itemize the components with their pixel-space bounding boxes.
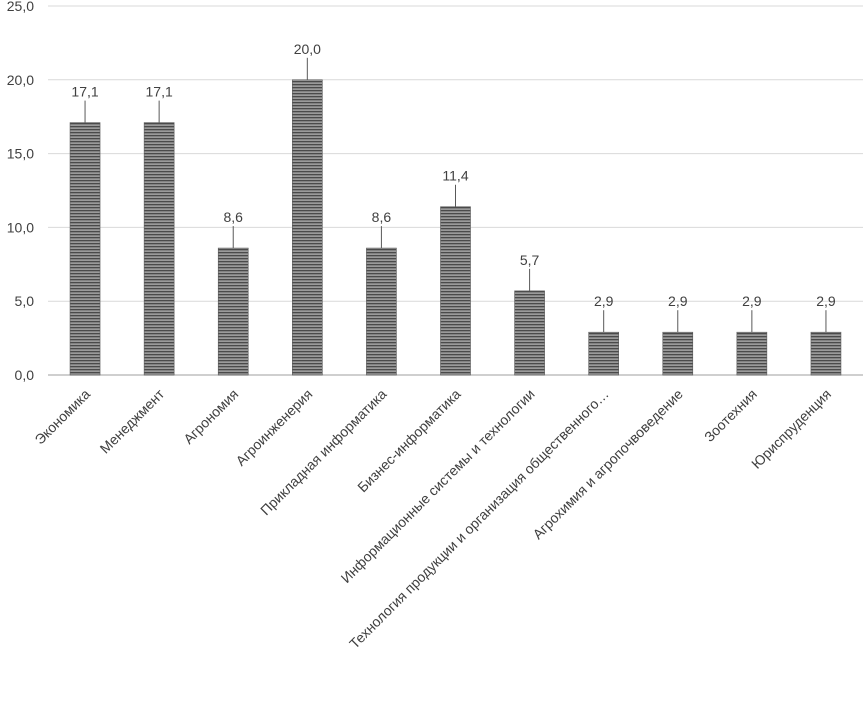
category-label: Юриспруденция	[748, 386, 834, 472]
data-labels: 17,1 17,1 8,6 20,0 8,6 11,4 5,7 2,9 2,9 2,9 2,9	[71, 41, 836, 333]
data-label: 17,1	[146, 84, 173, 100]
y-tick-label: 10,0	[7, 219, 34, 235]
category-label: Прикладная информатика	[257, 386, 390, 519]
bar	[588, 331, 619, 376]
bar	[143, 122, 175, 376]
bar	[662, 331, 694, 376]
data-label: 5,7	[520, 252, 540, 268]
x-axis-categories: Экономика Менеджмент АгрономияАгроинженери…	[31, 385, 834, 651]
y-tick-label: 25,0	[7, 0, 34, 14]
category-label: Технология продукции и организация общес…	[346, 386, 612, 652]
data-label: 20,0	[294, 41, 321, 57]
bar	[736, 331, 768, 376]
data-label: 8,6	[223, 209, 243, 225]
category-label: Экономика	[31, 386, 93, 448]
category-label: Менеджмент	[97, 385, 168, 456]
category-label: Агрохимия и агропочвоведение	[529, 386, 686, 543]
y-axis-ticks: 0,0 5,0 10,0 15,0 20,0 25,0	[7, 0, 34, 383]
category-label: Агроинженерия	[232, 386, 315, 469]
y-tick-label: 0,0	[15, 367, 35, 383]
bar	[810, 331, 842, 376]
data-label: 17,1	[71, 84, 98, 100]
bar	[292, 79, 323, 376]
bar	[440, 206, 471, 376]
y-tick-label: 5,0	[15, 293, 35, 309]
data-label: 8,6	[372, 209, 392, 225]
data-label: 2,9	[668, 293, 688, 309]
y-tick-label: 15,0	[7, 146, 34, 162]
bar	[217, 247, 249, 376]
category-label: Зоотехния	[701, 386, 760, 445]
data-label: 11,4	[442, 168, 468, 184]
data-label: 2,9	[742, 293, 762, 309]
bar	[366, 247, 397, 376]
bar	[514, 290, 545, 376]
category-label: Агрономия	[180, 386, 241, 447]
data-label: 2,9	[594, 293, 614, 309]
y-tick-label: 20,0	[7, 72, 34, 88]
bar	[69, 122, 101, 376]
data-label: 2,9	[816, 293, 836, 309]
